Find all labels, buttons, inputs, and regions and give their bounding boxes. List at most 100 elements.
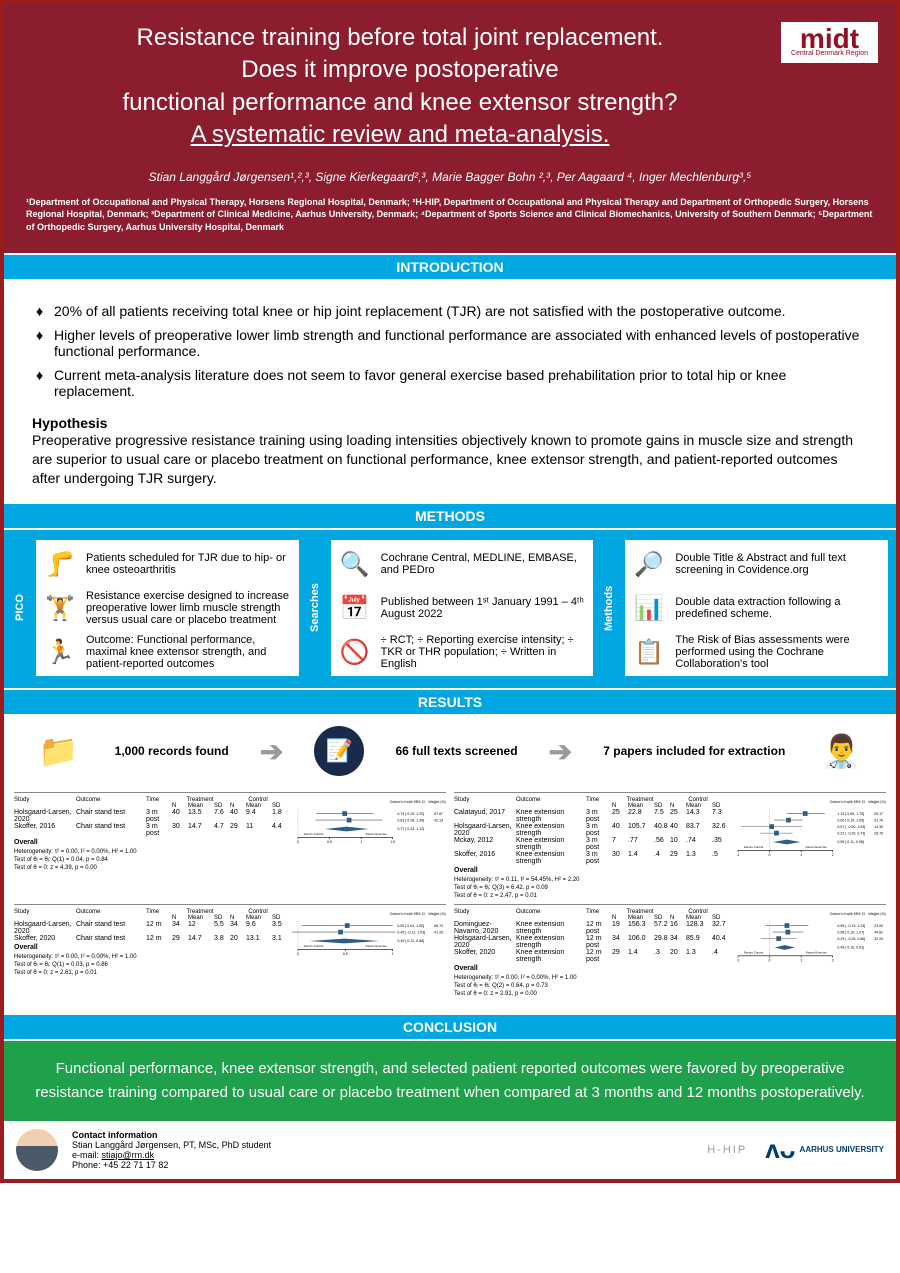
svg-text:0.48 [ 0.16, 0.81]: 0.48 [ 0.16, 0.81] <box>837 946 864 950</box>
svg-text:Favors Exercise: Favors Exercise <box>806 951 828 955</box>
methods-item: 🏋️Resistance exercise designed to increa… <box>42 590 293 626</box>
poster: midt Central Denmark Region Resistance t… <box>0 0 900 1183</box>
authors: Stian Langgård Jørgensen¹,²,³, Signe Kie… <box>22 160 878 192</box>
phone-label: Phone: <box>72 1160 101 1170</box>
title-line-1: Resistance training before total joint r… <box>137 24 664 51</box>
methods-icon: 📋 <box>631 634 667 670</box>
methods-icon: 🚫 <box>337 634 373 670</box>
methods-body: PICO 🦵 Patients scheduled for TJR due to … <box>4 530 896 688</box>
svg-text:Weight (%): Weight (%) <box>868 912 885 916</box>
contact-info: Contact information Stian Langgård Jørge… <box>72 1130 271 1170</box>
svg-text:0: 0 <box>769 853 771 857</box>
contact-email: stiajo@rm.dk <box>102 1150 155 1160</box>
svg-text:Weight (%): Weight (%) <box>868 800 885 804</box>
svg-text:Favors Exercise: Favors Exercise <box>806 845 828 849</box>
forest-plot-svg: Cohen's d with 95% CI Weight (%) 0.52 [ … <box>292 909 446 958</box>
header: midt Central Denmark Region Resistance t… <box>4 4 896 253</box>
section-methods-head: METHODS <box>4 502 896 530</box>
intro-bullet: Higher levels of preoperative lower limb… <box>32 323 868 363</box>
svg-text:0.74 [ 0.29, 1.20]: 0.74 [ 0.29, 1.20] <box>397 812 424 816</box>
researcher-icon: 👨‍⚕️ <box>816 726 866 776</box>
svg-text:Cohen's d with 95% CI: Cohen's d with 95% CI <box>390 800 426 804</box>
svg-text:Favors Control: Favors Control <box>304 832 324 836</box>
forest-panel: StudyOutcomeTimeTreatmentControl NMeanSD… <box>14 792 446 900</box>
footer: Contact information Stian Langgård Jørge… <box>4 1121 896 1179</box>
svg-text:42.13: 42.13 <box>434 818 443 822</box>
logo-sub: Central Denmark Region <box>791 50 868 57</box>
contact-phone: +45 22 71 17 82 <box>103 1160 168 1170</box>
svg-text:0.81 [ 0.28, 1.34]: 0.81 [ 0.28, 1.34] <box>397 818 424 822</box>
svg-text:0.5: 0.5 <box>327 840 332 844</box>
svg-text:0: 0 <box>297 953 299 957</box>
methods-icon: 🦵 <box>42 546 78 582</box>
svg-text:1.13 [ 0.55, 1.75]: 1.13 [ 0.55, 1.75] <box>837 812 864 816</box>
svg-text:1: 1 <box>800 959 802 963</box>
records-icon: 📁 <box>34 726 84 776</box>
svg-text:2: 2 <box>832 959 834 963</box>
methods-icon: 📅 <box>337 590 373 626</box>
svg-text:1: 1 <box>800 853 802 857</box>
footer-logos: H-HIP ᴧᴗ AARHUS UNIVERSITY <box>707 1134 884 1165</box>
svg-text:58.74: 58.74 <box>434 924 443 928</box>
methods-text: Resistance exercise designed to increase… <box>86 590 293 626</box>
forest-panel: StudyOutcomeTimeTreatmentControl NMeanSD… <box>454 792 886 900</box>
svg-text:0.77 [ 0.43, 1.12]: 0.77 [ 0.43, 1.12] <box>397 827 424 831</box>
svg-text:0.07 [ -0.90, 1.03]: 0.07 [ -0.90, 1.03] <box>837 825 865 829</box>
svg-text:28.78: 28.78 <box>874 831 883 835</box>
methods-item: 🏃Outcome: Functional performance, maxima… <box>42 634 293 670</box>
svg-text:0.55 [ -0.13, 1.23]: 0.55 [ -0.13, 1.23] <box>837 924 865 928</box>
methods-icon: 📊 <box>631 590 667 626</box>
methods-text: Published between 1ˢᵗ January 1991 – 4ᵗʰ… <box>381 596 588 620</box>
methods-item: 📋The Risk of Bias assessments were perfo… <box>631 634 882 670</box>
forest-panel: StudyOutcomeTimeTreatmentControl NMeanSD… <box>14 904 446 998</box>
methods-icon: 🏃 <box>42 634 78 670</box>
svg-text:1.5: 1.5 <box>390 840 395 844</box>
section-results-head: RESULTS <box>4 688 896 716</box>
svg-text:Favors Control: Favors Control <box>744 951 764 955</box>
svg-text:0: 0 <box>297 840 299 844</box>
midt-logo: midt Central Denmark Region <box>781 22 878 63</box>
methods-text: Double Title & Abstract and full text sc… <box>675 552 882 576</box>
svg-text:Cohen's d with 95% CI: Cohen's d with 95% CI <box>390 912 426 916</box>
results-flow: 📁 1,000 records found ➔ 📝 66 full texts … <box>4 716 896 786</box>
svg-text:Cohen's d with 95% CI: Cohen's d with 95% CI <box>830 912 866 916</box>
svg-text:0: 0 <box>769 959 771 963</box>
methods-icon: 🔍 <box>337 546 373 582</box>
logo-main: midt <box>791 28 868 50</box>
svg-text:57.87: 57.87 <box>434 812 443 816</box>
forest-plots-grid: StudyOutcomeTimeTreatmentControl NMeanSD… <box>4 786 896 1013</box>
au-swoosh-icon: ᴧᴗ <box>765 1134 795 1165</box>
methods-icon: 🔎 <box>631 546 667 582</box>
methods-col-methods: 🔎 Double Title & Abstract and full text s… <box>625 540 888 676</box>
methods-text: Outcome: Functional performance, maximal… <box>86 634 293 670</box>
methods-item: 🔎 Double Title & Abstract and full text s… <box>631 546 882 582</box>
svg-text:0.49 [ 0.12, 0.86]: 0.49 [ 0.12, 0.86] <box>397 940 424 944</box>
methods-text: Patients scheduled for TJR due to hip- o… <box>86 552 293 576</box>
screened-icon: 📝 <box>314 726 364 776</box>
svg-text:Weight (%): Weight (%) <box>428 912 445 916</box>
svg-text:14.35: 14.35 <box>874 825 883 829</box>
author-avatar <box>16 1129 58 1171</box>
intro-bullet: 20% of all patients receiving total knee… <box>32 299 868 323</box>
svg-text:0.22 [ -0.29, 0.73]: 0.22 [ -0.29, 0.73] <box>837 831 865 835</box>
svg-text:Favors Control: Favors Control <box>304 944 324 948</box>
svg-text:0.29 [ -0.28, 0.86]: 0.29 [ -0.28, 0.86] <box>837 937 865 941</box>
contact-name: Stian Langgård Jørgensen, PT, MSc, PhD s… <box>72 1140 271 1150</box>
searches-label: Searches <box>307 540 323 676</box>
svg-text:Weight (%): Weight (%) <box>428 800 445 804</box>
section-conclusion-head: CONCLUSION <box>4 1013 896 1041</box>
forest-plot-svg: Cohen's d with 95% CI Weight (%) 0.74 [ … <box>292 797 446 846</box>
intro-list: 20% of all patients receiving total knee… <box>32 299 868 403</box>
arrow-icon: ➔ <box>260 735 283 768</box>
contact-heading: Contact information <box>72 1130 271 1140</box>
svg-text:-1: -1 <box>736 959 739 963</box>
svg-text:0.55 [ 0.11, 0.98]: 0.55 [ 0.11, 0.98] <box>837 840 863 844</box>
arrow-icon: ➔ <box>549 735 572 768</box>
svg-text:23.00: 23.00 <box>874 924 883 928</box>
pico-label: PICO <box>12 540 28 676</box>
forest-panel: StudyOutcomeTimeTreatmentControl NMeanSD… <box>454 904 886 998</box>
svg-text:2: 2 <box>832 853 834 857</box>
svg-text:1: 1 <box>392 953 394 957</box>
svg-text:32.20: 32.20 <box>874 937 883 941</box>
affiliations: ¹Department of Occupational and Physical… <box>22 192 878 244</box>
